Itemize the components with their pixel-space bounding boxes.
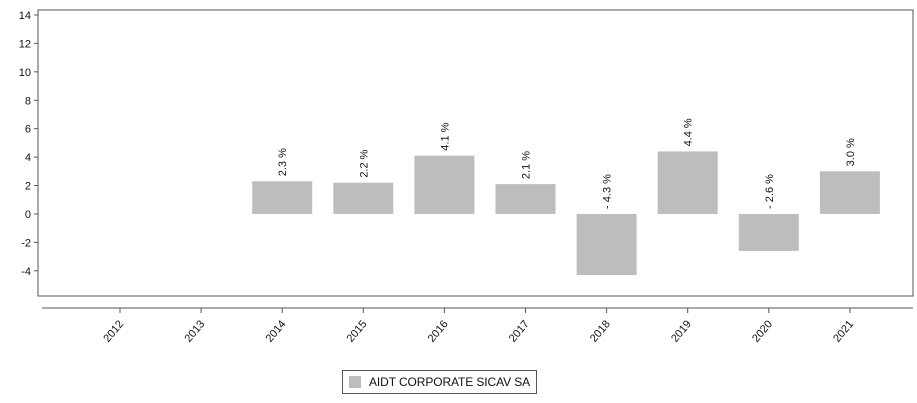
data-label: 4.4 % xyxy=(683,118,695,146)
data-labels-group: 2.3 % 2.2 % 4.1 % 2.1 % - 4.3 % 4.4 % - 2.6 % 3… xyxy=(277,118,857,209)
data-label: 4.1 % xyxy=(439,122,451,150)
data-label: 2.1 % xyxy=(521,151,533,179)
x-tick-label: 2021 xyxy=(831,318,856,344)
bars-group xyxy=(252,151,880,276)
y-tick-label: 14 xyxy=(19,10,31,22)
y-tick-label: 10 xyxy=(19,67,31,79)
x-axis: 2012 2013 2014 2015 2016 2017 2018 2019 2020 2021 xyxy=(42,307,913,345)
x-tick-label: 2012 xyxy=(101,318,126,344)
legend-label: AIDT CORPORATE SICAV SA xyxy=(369,375,531,389)
y-axis: -4 -2 0 2 4 6 8 10 12 14 xyxy=(19,10,38,278)
x-tick-label: 2014 xyxy=(264,318,289,344)
data-label: 3.0 % xyxy=(845,138,857,166)
bar xyxy=(252,181,313,214)
y-tick-label: 6 xyxy=(25,124,31,136)
plot-frame xyxy=(37,9,914,297)
bar xyxy=(819,171,880,214)
x-tick-label: 2018 xyxy=(588,318,613,344)
x-tick-label: 2016 xyxy=(426,318,451,344)
legend-swatch xyxy=(349,376,361,388)
data-label: - 4.3 % xyxy=(602,174,614,209)
y-tick-label: 8 xyxy=(25,95,31,107)
data-label: 2.3 % xyxy=(277,148,289,176)
y-tick-label: -4 xyxy=(21,266,31,278)
x-tick-label: 2019 xyxy=(669,318,694,344)
x-tick-label: 2015 xyxy=(345,318,370,344)
y-tick-label: 2 xyxy=(25,181,31,193)
bar xyxy=(576,213,637,276)
y-tick-label: 4 xyxy=(25,152,31,164)
bar xyxy=(657,151,718,214)
y-tick-label: 0 xyxy=(25,209,31,221)
x-tick-label: 2020 xyxy=(750,318,775,344)
plot-frame-group xyxy=(37,9,914,297)
y-tick-label: -2 xyxy=(21,237,31,249)
x-tick-label: 2017 xyxy=(507,318,532,344)
data-label: - 2.6 % xyxy=(764,174,776,209)
bar xyxy=(495,184,556,214)
bar xyxy=(738,213,799,251)
data-label: 2.2 % xyxy=(358,149,370,177)
x-tick-label: 2013 xyxy=(182,318,207,344)
legend[interactable]: AIDT CORPORATE SICAV SA xyxy=(342,370,538,394)
y-tick-label: 12 xyxy=(19,38,31,50)
bar xyxy=(333,182,394,214)
bar xyxy=(414,155,475,214)
